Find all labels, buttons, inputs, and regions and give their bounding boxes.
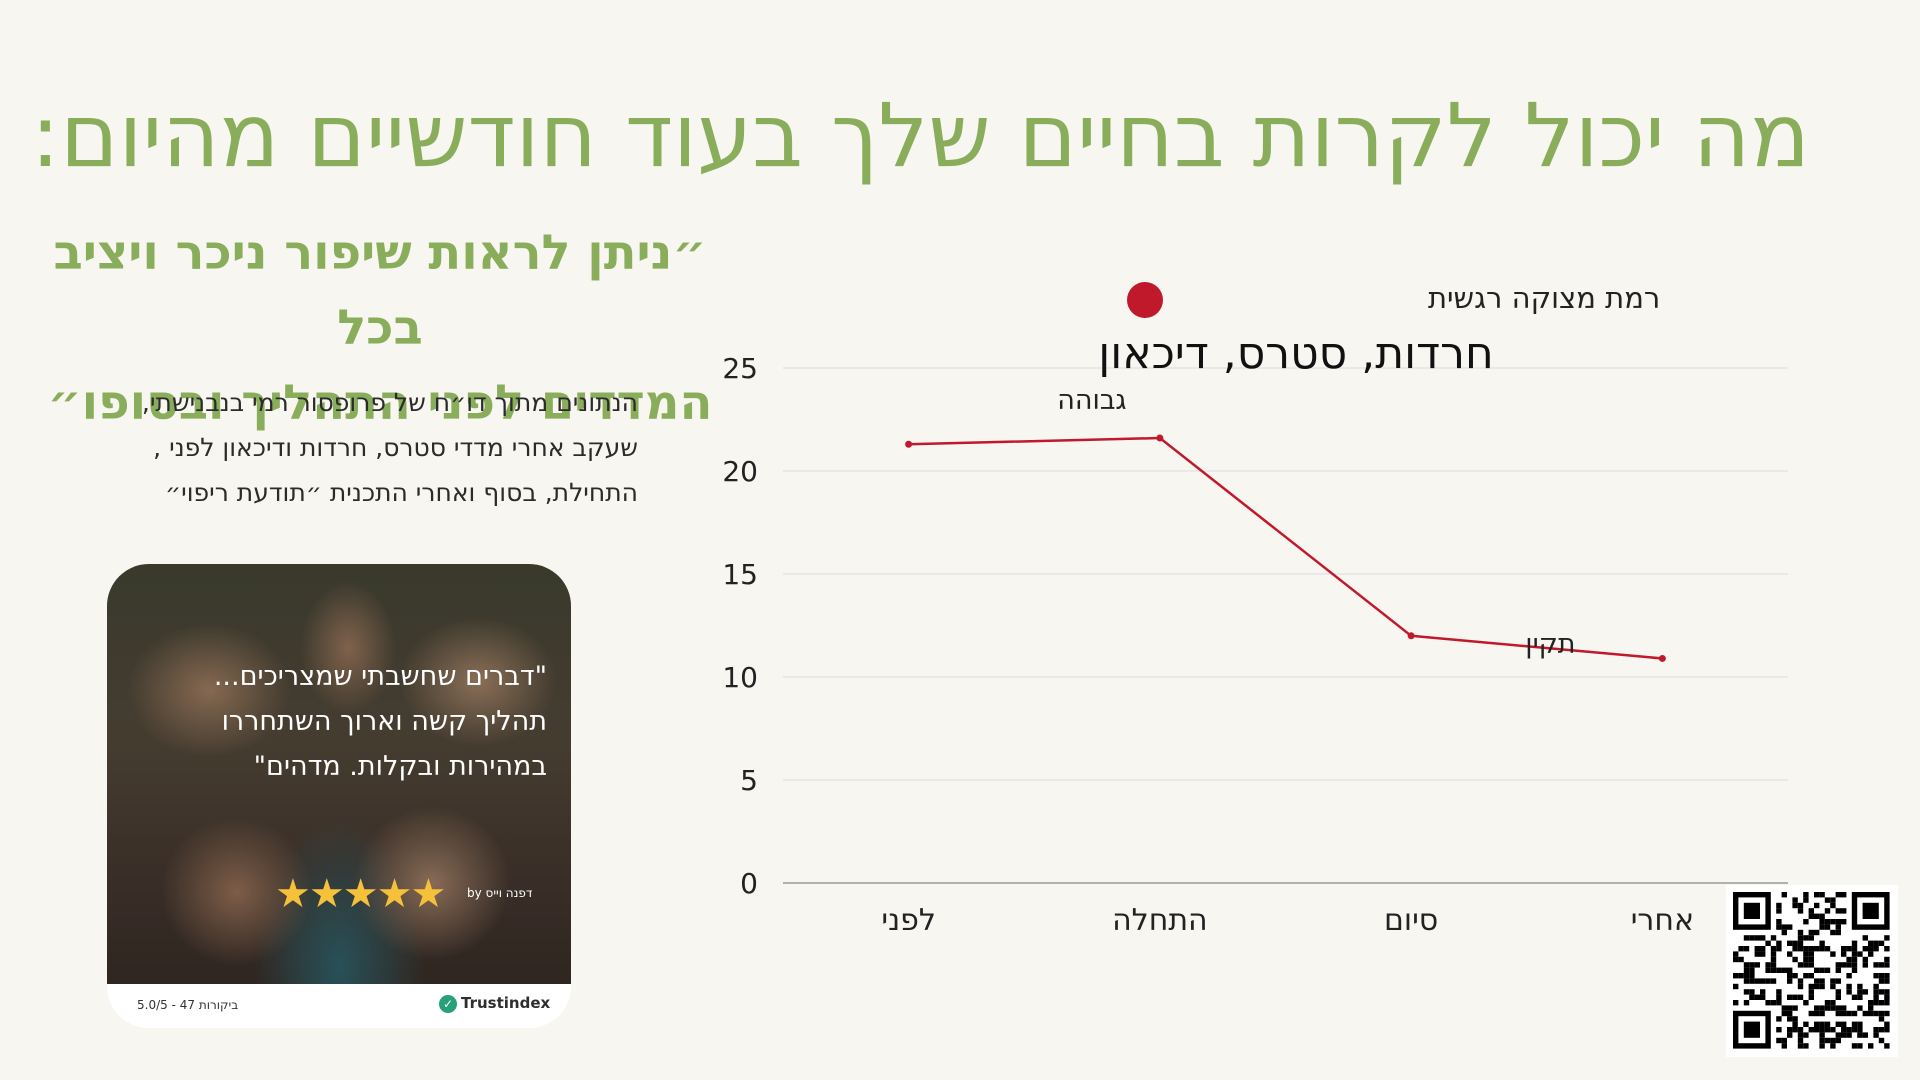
group-photo <box>107 564 571 984</box>
y-tick-label: 15 <box>722 558 758 591</box>
series <box>905 434 1666 662</box>
legend-marker <box>1127 282 1163 318</box>
review-card[interactable]: "דברים שחשבתי שמצריכים... תהליך קשה וארו… <box>107 564 571 1028</box>
page-title: מה יכול לקרות בחיים שלך בעוד חודשיים מהי… <box>30 84 1810 187</box>
y-tick-label: 25 <box>722 352 758 385</box>
review-quote: "דברים שחשבתי שמצריכים... תהליך קשה וארו… <box>107 654 547 789</box>
highlight-quote-line: ״ניתן לראות שיפור ניכר ויציב בכל <box>53 225 707 356</box>
highlight-quote-line: המדדים לפני התהליך ובסופו״ <box>47 375 713 431</box>
legend-label: רמת מצוקה רגשית <box>1428 281 1660 315</box>
y-tick-label: 20 <box>722 455 758 488</box>
y-tick-label: 0 <box>740 867 758 900</box>
y-tick-label: 10 <box>722 661 758 694</box>
review-author: by דפנה וייס <box>467 886 533 900</box>
chart-annotation: תקין <box>1525 629 1575 660</box>
y-tick-label: 5 <box>740 764 758 797</box>
x-tick-label: התחלה <box>1112 903 1208 938</box>
x-tick-label: לפני <box>881 903 936 938</box>
description-line: שעקב אחרי מדדי סטרס, חרדות ודיכאון לפני … <box>153 433 638 462</box>
annotations: גבוהה תקין <box>1057 385 1575 660</box>
data-point <box>905 440 913 448</box>
data-point <box>1658 654 1666 662</box>
chart-annotation: גבוהה <box>1057 385 1126 416</box>
review-count: 5.0/5 - 47 ביקורות <box>137 998 239 1012</box>
check-icon: ✓ <box>439 994 457 1013</box>
x-axis: לפני התחלה סיום אחרי <box>881 903 1694 938</box>
review-quote-line: במהירות ובקלות. מדהים" <box>253 751 547 782</box>
highlight-quote: ״ניתן לראות שיפור ניכר ויציב בכל המדדים … <box>30 216 730 441</box>
description-line: הנתונים מתוך דו״ח של פרופסור רמי בנבנישת… <box>141 388 638 417</box>
review-quote-line: "דברים שחשבתי שמצריכים... <box>213 661 547 692</box>
legend: רמת מצוקה רגשית <box>1127 281 1660 318</box>
trustindex-label: Trustindex <box>461 994 551 1012</box>
review-card-footer: 5.0/5 - 47 ביקורות ✓ Trustindex <box>107 984 571 1028</box>
line-chart: 0 5 10 15 20 25 לפני התחלה סיום אחרי גבוהה תקין ר… <box>722 281 1788 938</box>
data-point <box>1156 434 1164 442</box>
data-point <box>1407 632 1415 640</box>
trustindex-logo[interactable]: ✓ Trustindex <box>439 994 550 1013</box>
chart-title: חרדות, סטרס, דיכאון <box>1098 328 1493 379</box>
series-line <box>908 436 1663 660</box>
qr-code-icon <box>1733 892 1890 1049</box>
review-quote-line: תהליך קשה וארוך השתחררו <box>221 706 547 737</box>
x-tick-label: אחרי <box>1631 903 1694 938</box>
gridlines <box>783 367 1788 884</box>
description-text: הנתונים מתוך דו״ח של פרופסור רמי בנבנישת… <box>60 380 638 515</box>
x-tick-label: סיום <box>1384 903 1438 938</box>
qr-code[interactable] <box>1726 885 1898 1057</box>
rating-stars: ★★★★★ <box>275 871 446 917</box>
description-line: התחילת, בסוף ואחרי התכנית ״תודעת ריפוי״ <box>165 478 638 507</box>
y-axis: 0 5 10 15 20 25 <box>722 352 758 900</box>
